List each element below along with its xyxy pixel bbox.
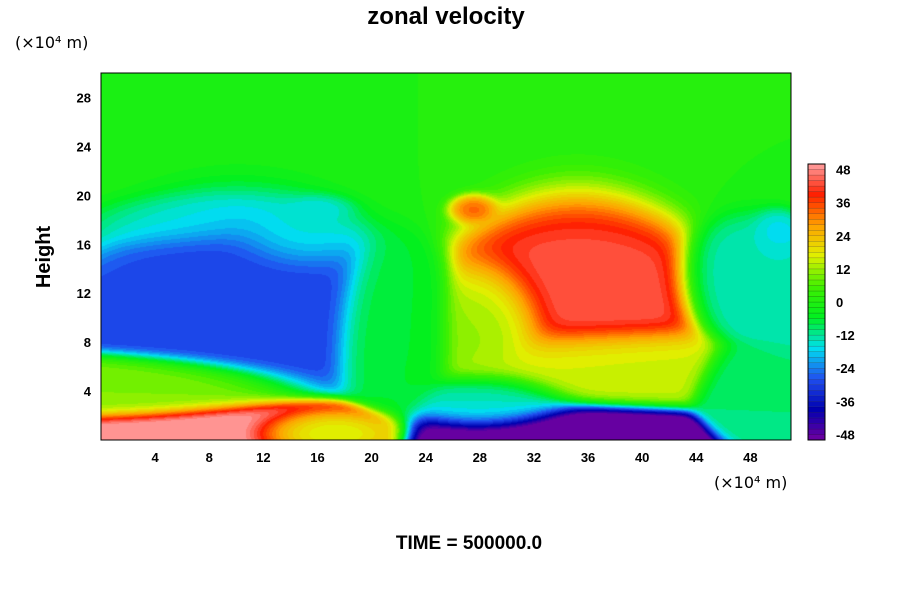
y-axis-label: Height: [33, 226, 55, 289]
x-tick-label: 36: [581, 450, 595, 465]
colorbar-band: [807, 252, 826, 259]
x-axis-unit: (×10⁴ m): [714, 473, 787, 492]
x-tick-label: 32: [527, 450, 541, 465]
colorbar-band: [807, 323, 826, 330]
colorbar-band: [807, 307, 826, 314]
y-axis-ticks: 4 8 12 16 20 24 28: [77, 90, 92, 399]
colorbar-band: [807, 345, 826, 352]
colorbar-band: [807, 191, 826, 198]
colorbar-band: [807, 241, 826, 247]
colorbar-band: [807, 213, 826, 220]
colorbar-tick-label: 12: [836, 262, 850, 277]
colorbar-band: [807, 428, 826, 435]
colorbar-band: [807, 296, 826, 303]
colorbar-band: [807, 434, 826, 441]
colorbar-band: [807, 230, 826, 236]
x-tick-label: 24: [418, 450, 433, 465]
colorbar-band: [807, 379, 826, 385]
colorbar-frame: [807, 163, 826, 441]
colorbar-tick-label: 48: [836, 163, 850, 178]
colorbar-band: [807, 224, 826, 231]
y-axis-unit: (×10⁴ m): [15, 33, 88, 52]
colorbar-band: [807, 312, 826, 319]
colorbar-band: [807, 329, 826, 336]
colorbar-band: [807, 268, 826, 275]
colorbar-band: [807, 180, 826, 187]
colorbar-band: [807, 423, 826, 430]
plot-frame: [100, 72, 792, 441]
x-tick-label: 4: [152, 450, 160, 465]
colorbar-band: [807, 368, 826, 374]
colorbar-band: [807, 274, 826, 281]
y-tick-label: 8: [84, 335, 91, 350]
x-tick-label: 40: [635, 450, 649, 465]
colorbar-band: [807, 196, 826, 203]
colorbar-band: [807, 163, 826, 170]
plot-area: [100, 72, 792, 441]
colorbar-band: [807, 417, 826, 424]
x-tick-label: 8: [206, 450, 213, 465]
colorbar-band: [807, 334, 826, 341]
colorbar-band: [807, 202, 826, 209]
colorbar-band: [807, 318, 826, 325]
colorbar-band: [807, 362, 826, 369]
x-tick-label: 44: [689, 450, 704, 465]
y-tick-label: 12: [77, 286, 91, 301]
colorbar-tick-label: -12: [836, 328, 855, 343]
colorbar-band: [807, 218, 826, 225]
colorbar-band: [807, 357, 826, 363]
colorbar-band: [807, 340, 826, 347]
x-axis-ticks: 4 8 12 16 20 24 28 32 36 40 44 48: [152, 450, 758, 465]
colorbar-tick-label: -24: [836, 361, 856, 376]
colorbar-band: [807, 169, 826, 176]
colorbar-band: [807, 384, 826, 391]
chart-title: zonal velocity: [367, 3, 525, 30]
x-tick-label: 48: [743, 450, 757, 465]
colorbar-tick-label: 0: [836, 295, 843, 310]
y-tick-label: 24: [77, 139, 92, 154]
x-tick-label: 16: [310, 450, 324, 465]
colorbar-band: [807, 263, 826, 270]
colorbar: 48 36 24 12 0 -12 -24 -36 -48: [807, 163, 856, 443]
colorbar-tick-label: 24: [836, 229, 851, 244]
colorbar-bands: [807, 163, 826, 441]
colorbar-tick-label: -48: [836, 427, 855, 442]
colorbar-band: [807, 373, 826, 380]
colorbar-band: [807, 285, 826, 292]
x-tick-label: 20: [364, 450, 378, 465]
x-tick-label: 28: [473, 450, 487, 465]
x-tick-label: 12: [256, 450, 270, 465]
colorbar-band: [807, 395, 826, 402]
colorbar-band: [807, 207, 826, 214]
colorbar-band: [807, 412, 826, 419]
y-tick-label: 28: [77, 90, 91, 105]
y-tick-label: 16: [77, 237, 91, 252]
y-tick-label: 20: [77, 188, 91, 203]
colorbar-band: [807, 279, 826, 286]
colorbar-band: [807, 246, 826, 253]
colorbar-band: [807, 235, 826, 242]
colorbar-band: [807, 406, 826, 413]
colorbar-band: [807, 290, 826, 297]
velocity-field: [101, 73, 791, 440]
colorbar-band: [807, 185, 826, 192]
colorbar-band: [807, 257, 826, 264]
time-label: TIME = 500000.0: [396, 533, 542, 554]
colorbar-band: [807, 351, 826, 358]
colorbar-band: [807, 390, 826, 397]
y-tick-label: 4: [84, 384, 92, 399]
colorbar-band: [807, 401, 826, 408]
colorbar-band: [807, 301, 826, 308]
colorbar-tick-label: -36: [836, 394, 855, 409]
colorbar-ticks: 48 36 24 12 0 -12 -24 -36 -48: [836, 163, 856, 443]
colorbar-band: [807, 174, 826, 181]
colorbar-tick-label: 36: [836, 196, 850, 211]
